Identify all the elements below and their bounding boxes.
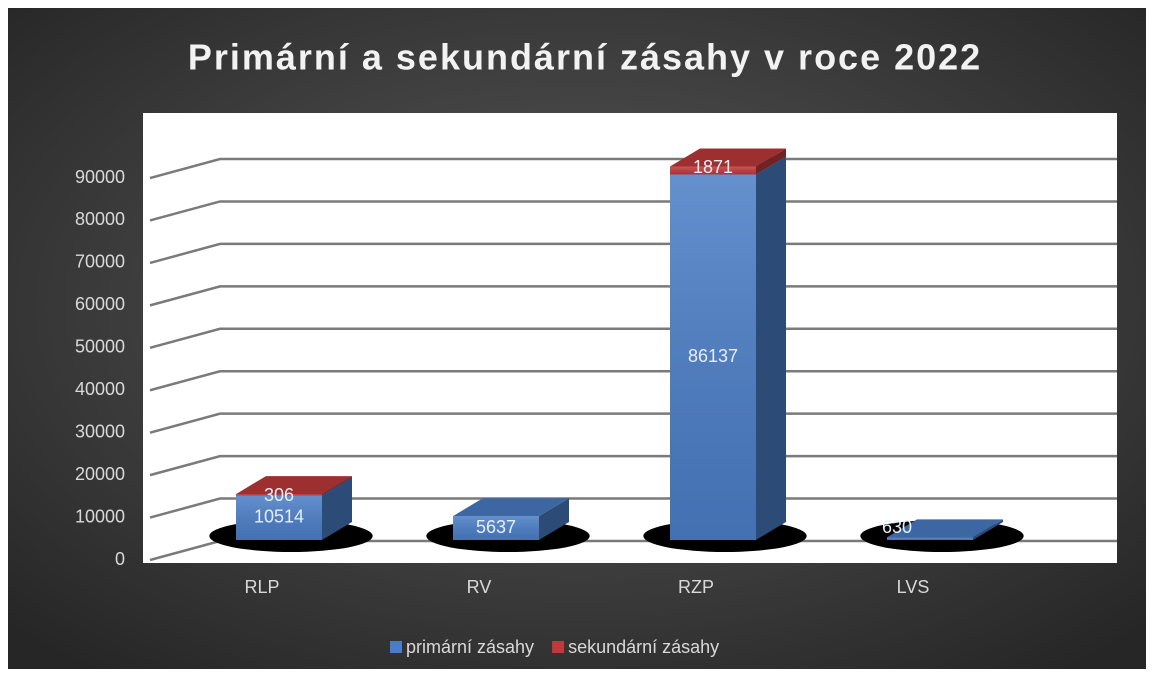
grid-line — [149, 157, 1117, 180]
bar-side — [322, 477, 352, 540]
x-tick-label: RLP — [244, 577, 279, 597]
legend-swatch — [552, 641, 565, 653]
y-tick-label: 10000 — [75, 506, 125, 526]
grid-line — [149, 200, 1117, 222]
bar-front-shade — [670, 166, 756, 175]
x-tick-label: RV — [467, 577, 492, 597]
bar-segment — [670, 156, 786, 540]
legend-swatch — [390, 641, 402, 653]
bar-side — [756, 148, 786, 175]
value-label: 5637 — [476, 517, 516, 537]
bar-front-shade — [236, 495, 322, 540]
grid-line — [149, 454, 1117, 477]
grid-line — [149, 242, 1117, 265]
bar-top — [236, 476, 352, 495]
bar-front-shade — [887, 537, 973, 540]
value-label: 306 — [264, 485, 294, 505]
bar-top — [670, 148, 786, 167]
y-tick-label: 20000 — [75, 464, 125, 484]
bar-segment — [236, 476, 352, 496]
bar-front-shade — [236, 494, 322, 496]
y-tick-label: 50000 — [75, 337, 125, 357]
legend-label: primární zásahy — [406, 637, 534, 657]
grid-line — [149, 369, 1117, 392]
y-tick-label: 60000 — [75, 294, 125, 314]
value-label: 86137 — [688, 346, 738, 366]
x-tick-label: RZP — [678, 577, 714, 597]
y-tick-label: 90000 — [75, 167, 125, 187]
grid-line — [149, 497, 1117, 519]
chart-title: Primární a sekundární zásahy v roce 2022 — [188, 37, 982, 78]
value-label: 10514 — [254, 506, 304, 526]
grid-line — [149, 412, 1117, 434]
y-tick-label: 30000 — [75, 421, 125, 441]
bar-side — [539, 498, 569, 540]
bar-top — [453, 498, 569, 517]
bar-segment — [453, 498, 569, 540]
bar-front-shade — [453, 516, 539, 540]
grid-line — [149, 327, 1117, 350]
y-tick-label: 40000 — [75, 379, 125, 399]
x-tick-label: LVS — [897, 577, 930, 597]
y-tick-label: 0 — [115, 549, 125, 569]
grid-line — [149, 285, 1117, 307]
bar-side — [973, 519, 1003, 540]
bar-front-shade — [670, 174, 756, 540]
bar-top — [887, 519, 1003, 538]
bar-side — [756, 156, 786, 540]
y-tick-label: 70000 — [75, 252, 125, 272]
bar-segment — [670, 148, 786, 175]
value-label: 1871 — [693, 157, 733, 177]
bar-segment — [887, 519, 1003, 540]
legend-label: sekundární zásahy — [568, 637, 719, 657]
bar-side — [322, 476, 352, 496]
value-label: 630 — [882, 517, 912, 537]
y-tick-label: 80000 — [75, 209, 125, 229]
